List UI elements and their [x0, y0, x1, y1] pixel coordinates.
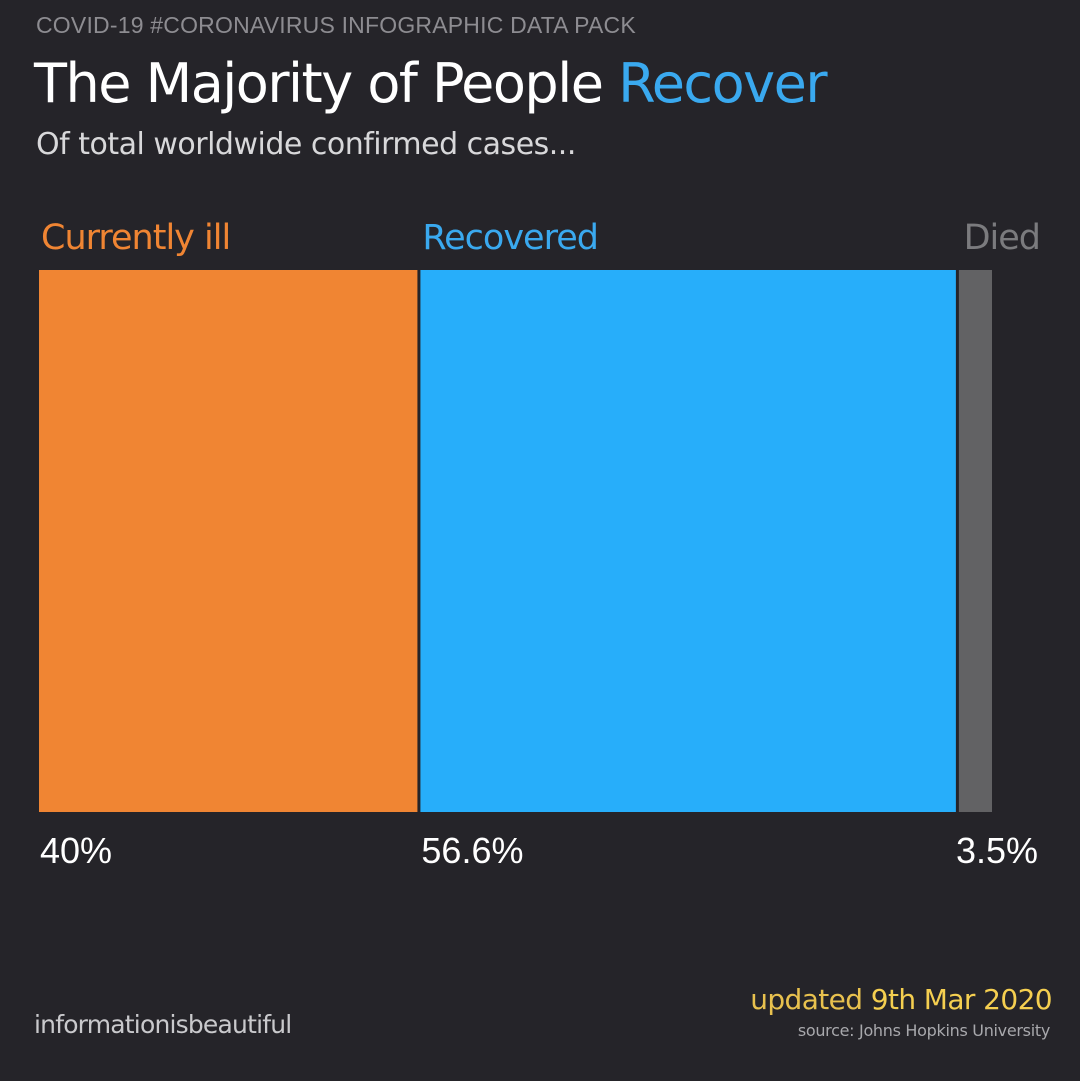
updated-prefix: updated [750, 983, 871, 1016]
category-label-currently-ill: Currently ill [41, 218, 230, 258]
infographic-kicker: COVID-19 #CORONAVIRUS INFOGRAPHIC DATA P… [36, 12, 636, 38]
source-credit: source: Johns Hopkins University [797, 1021, 1050, 1040]
value-label-died: 3.5% [956, 830, 1038, 871]
category-label-recovered: Recovered [422, 218, 598, 258]
chart-title: The Majority of People Recover [34, 52, 828, 115]
bar-recovered [420, 270, 956, 812]
brand-logo-text: informationisbeautiful [34, 1010, 292, 1039]
title-main: The Majority of People [34, 52, 619, 115]
updated-date-value: 9th Mar 2020 [870, 983, 1053, 1016]
value-label-recovered: 56.6% [421, 830, 523, 871]
proportional-bar-chart: Currently ill 40% Recovered 56.6% Died 3.5% [39, 218, 1041, 871]
category-label-died: Died [964, 218, 1040, 258]
bar-currently-ill [39, 270, 418, 812]
bar-died [958, 270, 992, 812]
value-label-currently-ill: 40% [40, 830, 112, 871]
updated-date: updated 9th Mar 2020 [750, 983, 1052, 1016]
title-accent: Recover [618, 52, 827, 115]
chart-subtitle: Of total worldwide confirmed cases... [36, 127, 576, 162]
